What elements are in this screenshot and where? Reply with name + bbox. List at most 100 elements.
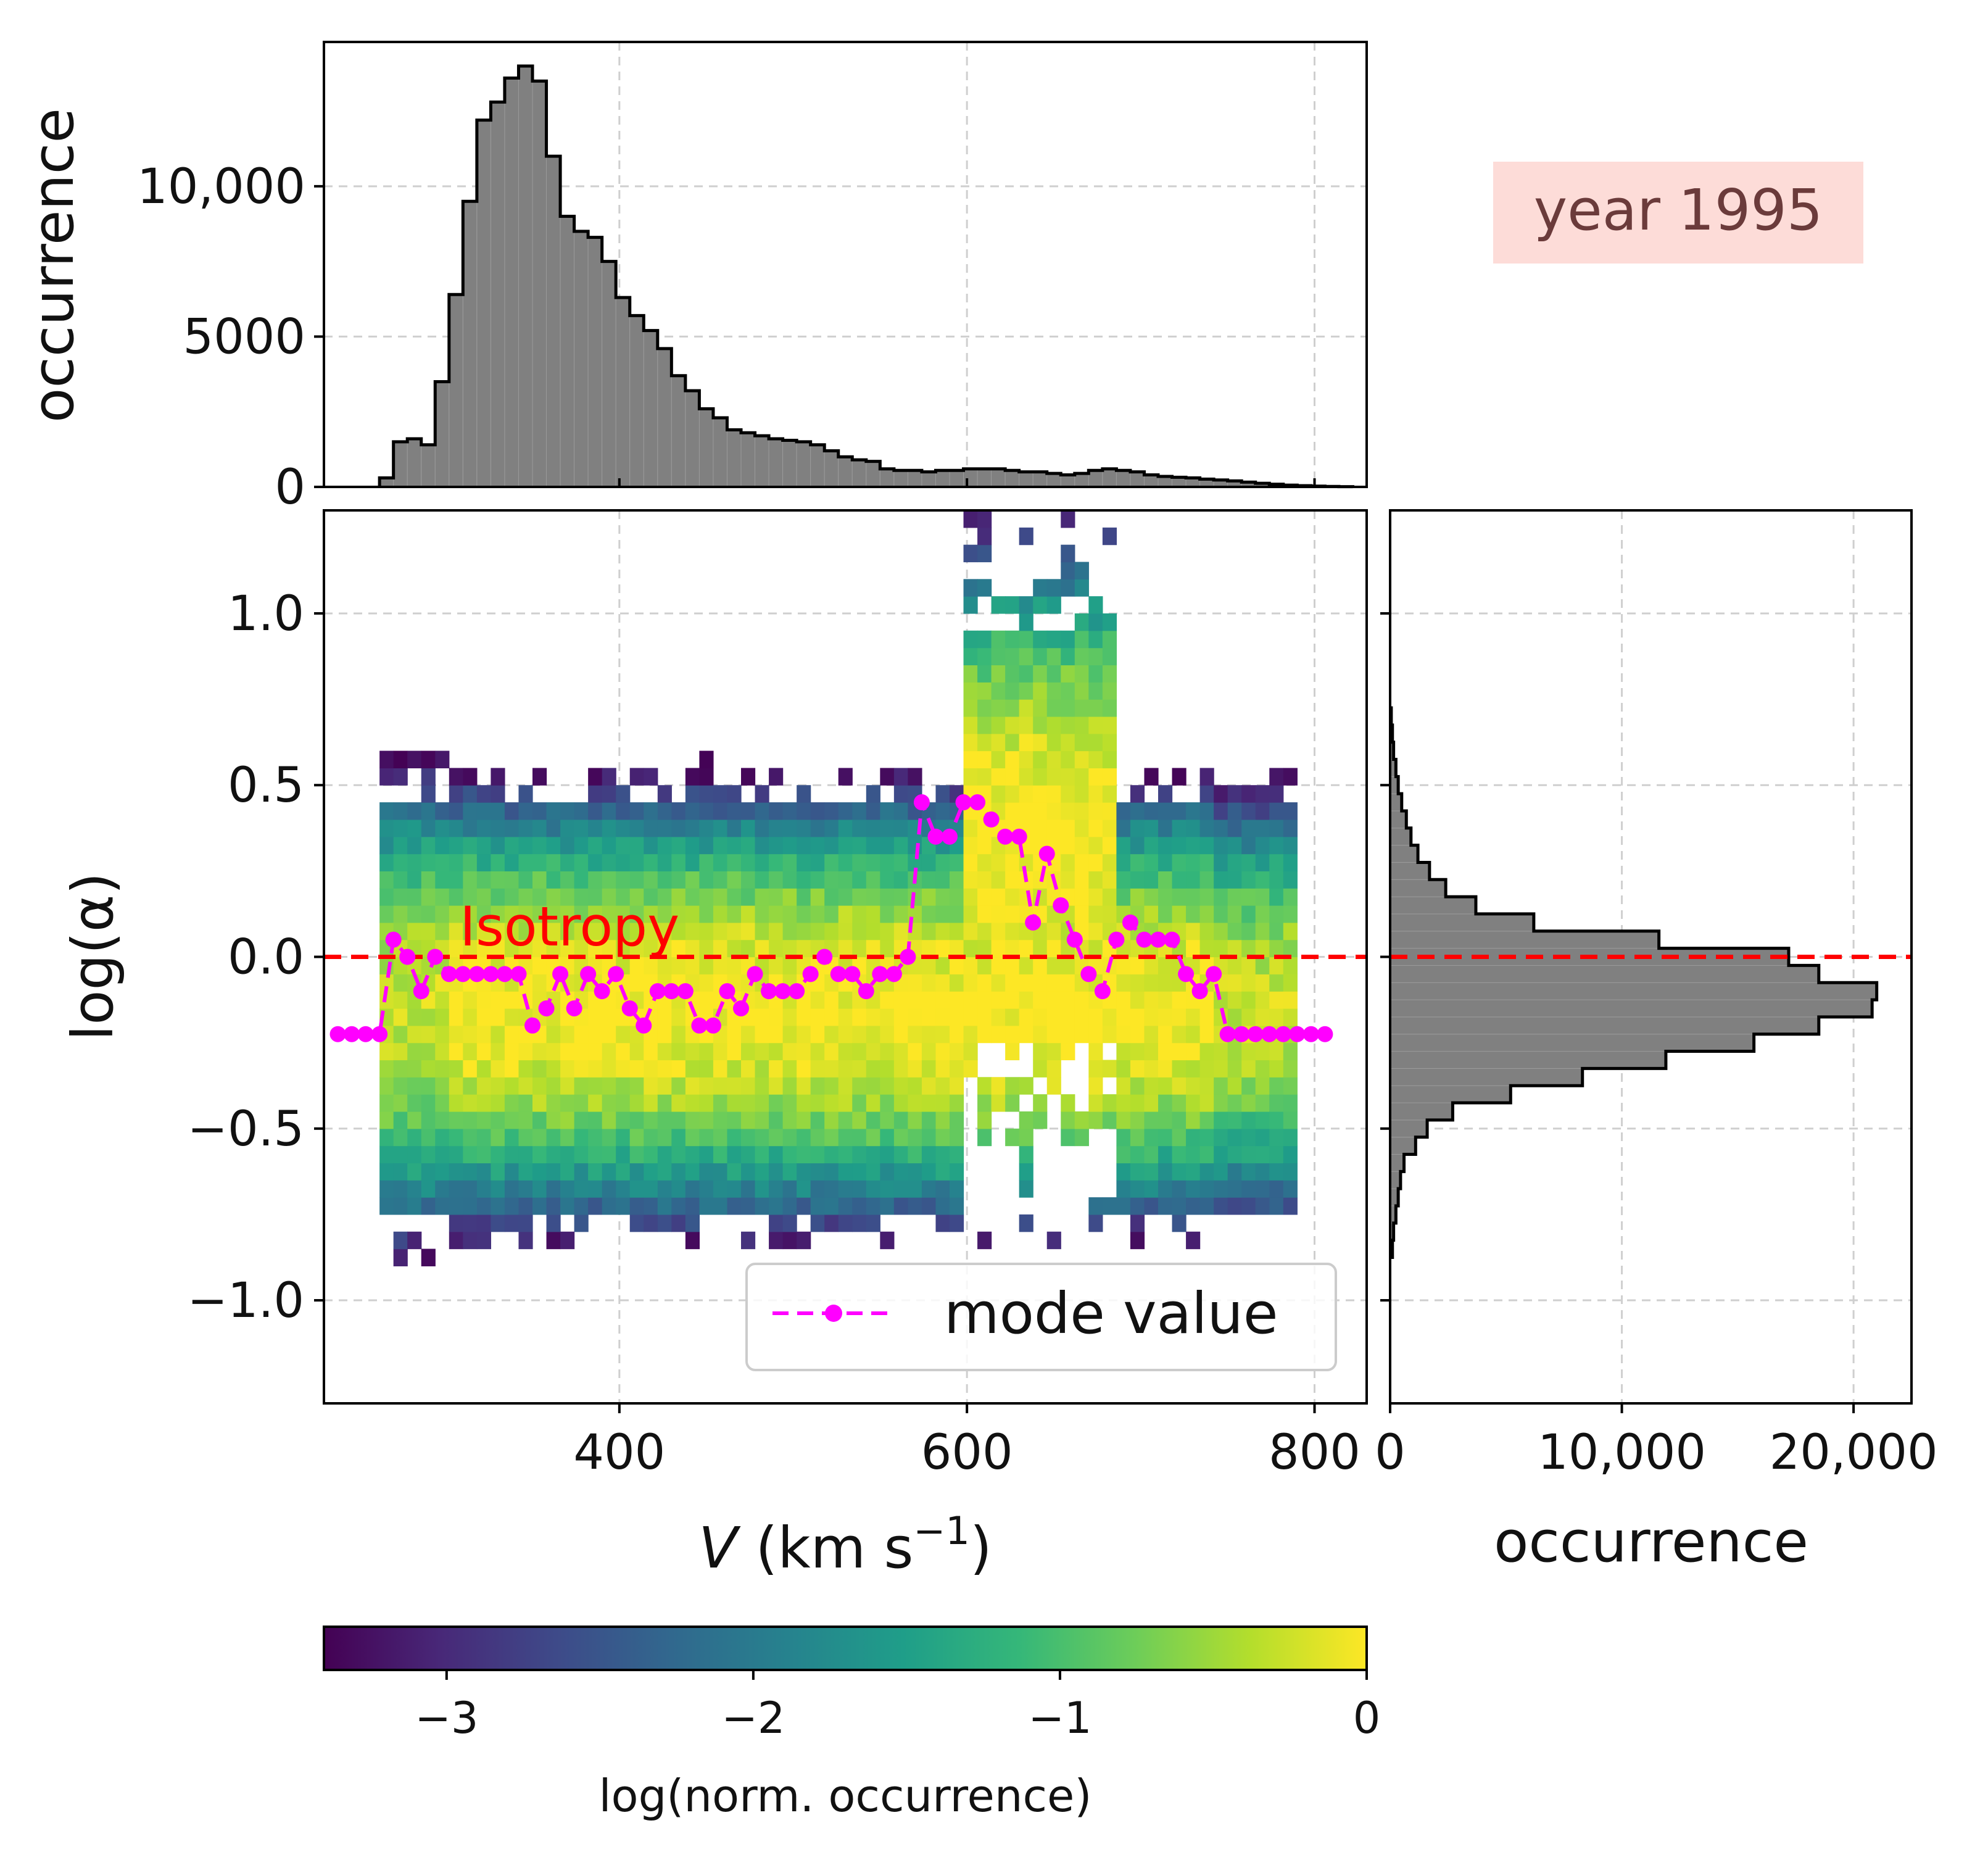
- heatmap-cell: [1088, 1077, 1103, 1095]
- mode-value-point: [802, 966, 819, 982]
- heatmap-cell: [1269, 819, 1284, 837]
- heatmap-cell: [810, 853, 825, 871]
- heatmap-cell: [379, 1094, 394, 1112]
- heatmap-cell: [1046, 1042, 1061, 1061]
- heatmap-cell: [824, 1214, 839, 1232]
- heatmap-cell: [1144, 802, 1159, 820]
- heatmap-cell: [393, 1060, 408, 1078]
- top-histogram-outline: [378, 64, 1354, 489]
- heatmap-cell: [1061, 853, 1075, 871]
- heatmap-cell: [1227, 991, 1242, 1009]
- heatmap-cell: [1033, 1042, 1048, 1061]
- heatmap-cell: [1144, 974, 1159, 992]
- main-y-tick-label: 0.0: [228, 930, 304, 986]
- heatmap-cell: [1033, 665, 1048, 683]
- heatmap-cells: [379, 510, 1298, 1266]
- heatmap-cell: [685, 922, 700, 941]
- mode-value-point: [969, 794, 986, 811]
- heatmap-cell: [1241, 1042, 1256, 1061]
- heatmap-cell: [685, 785, 700, 803]
- heatmap-cell: [838, 819, 853, 837]
- heatmap-cell: [1033, 699, 1048, 717]
- heatmap-cell: [657, 1197, 672, 1215]
- heatmap-cell: [588, 1042, 603, 1061]
- heatmap-cell: [532, 836, 547, 855]
- heatmap-cell: [908, 836, 922, 855]
- heatmap-cell: [491, 888, 505, 906]
- heatmap-cell: [1033, 579, 1048, 597]
- heatmap-cell: [1130, 1163, 1145, 1181]
- mode-value-point: [594, 983, 610, 1000]
- heatmap-cell: [755, 1163, 769, 1181]
- heatmap-cell: [1186, 1163, 1201, 1181]
- heatmap-cell: [393, 802, 408, 820]
- heatmap-cell: [476, 836, 491, 855]
- heatmap-cell: [435, 1060, 450, 1078]
- heatmap-cell: [1214, 1180, 1228, 1198]
- heatmap-cell: [435, 1197, 450, 1215]
- heatmap-cell: [713, 922, 728, 941]
- heatmap-cell: [797, 888, 811, 906]
- heatmap-cell: [1269, 939, 1284, 958]
- heatmap-cell: [449, 785, 463, 803]
- heatmap-cell: [1005, 750, 1020, 769]
- heatmap-cell: [574, 871, 589, 889]
- top-histogram-bar: [991, 468, 1006, 488]
- heatmap-cell: [1269, 888, 1284, 906]
- heatmap-cell: [1186, 939, 1201, 958]
- heatmap-cell: [546, 1025, 561, 1044]
- heatmap-cell: [963, 957, 978, 974]
- heatmap-cell: [727, 1094, 742, 1112]
- heatmap-cell: [1088, 647, 1103, 666]
- heatmap-cell: [379, 768, 394, 786]
- heatmap-cell: [977, 510, 992, 528]
- heatmap-cell: [699, 871, 714, 889]
- heatmap-cell: [407, 888, 422, 906]
- heatmap-cell: [463, 1060, 478, 1078]
- heatmap-cell: [1061, 579, 1075, 597]
- heatmap-cell: [824, 871, 839, 889]
- heatmap-cell: [921, 922, 937, 941]
- top-histogram-grid: [324, 42, 1367, 487]
- heatmap-cell: [950, 957, 964, 974]
- heatmap-cell: [824, 1145, 839, 1164]
- heatmap-cell: [1116, 1060, 1131, 1078]
- colorbar: −3 −2 −1 0 log(norm. occurrence): [323, 1626, 1380, 1822]
- heatmap-cell: [880, 1077, 895, 1095]
- heatmap-cell: [921, 1145, 937, 1164]
- heatmap-cell: [1186, 1077, 1201, 1095]
- heatmap-cell: [755, 785, 769, 803]
- heatmap-cell: [893, 802, 908, 820]
- heatmap-cell: [950, 974, 964, 992]
- heatmap-cell: [1241, 1128, 1256, 1147]
- heatmap-cell: [657, 785, 672, 803]
- heatmap-cell: [1186, 1145, 1201, 1164]
- heatmap-cell: [532, 871, 547, 889]
- heatmap-cell: [1116, 957, 1131, 974]
- heatmap-cell: [449, 836, 463, 855]
- mode-value-point: [983, 811, 1000, 828]
- heatmap-cell: [602, 819, 616, 837]
- mode-value-point: [413, 983, 429, 1000]
- heatmap-cell: [1283, 1180, 1298, 1198]
- heatmap-cell: [1074, 871, 1089, 889]
- heatmap-cell: [782, 1077, 797, 1095]
- top-histogram-bar: [1130, 471, 1145, 488]
- heatmap-cell: [629, 836, 644, 855]
- heatmap-cell: [1158, 802, 1173, 820]
- heatmap-cell: [671, 888, 686, 906]
- heatmap-cell: [435, 922, 450, 941]
- heatmap-cell: [852, 1094, 867, 1112]
- heatmap-cell: [810, 871, 825, 889]
- heatmap-cell: [950, 905, 964, 923]
- heatmap-cell: [504, 1094, 520, 1112]
- heatmap-cell: [393, 1077, 408, 1095]
- heatmap-cell: [824, 1042, 839, 1061]
- heatmap-cell: [1033, 647, 1048, 666]
- heatmap-cell: [880, 1042, 895, 1061]
- heatmap-cell: [560, 836, 575, 855]
- heatmap-cell: [532, 1077, 547, 1095]
- heatmap-cell: [769, 768, 784, 786]
- heatmap-cell: [602, 939, 616, 958]
- heatmap-cell: [463, 768, 478, 786]
